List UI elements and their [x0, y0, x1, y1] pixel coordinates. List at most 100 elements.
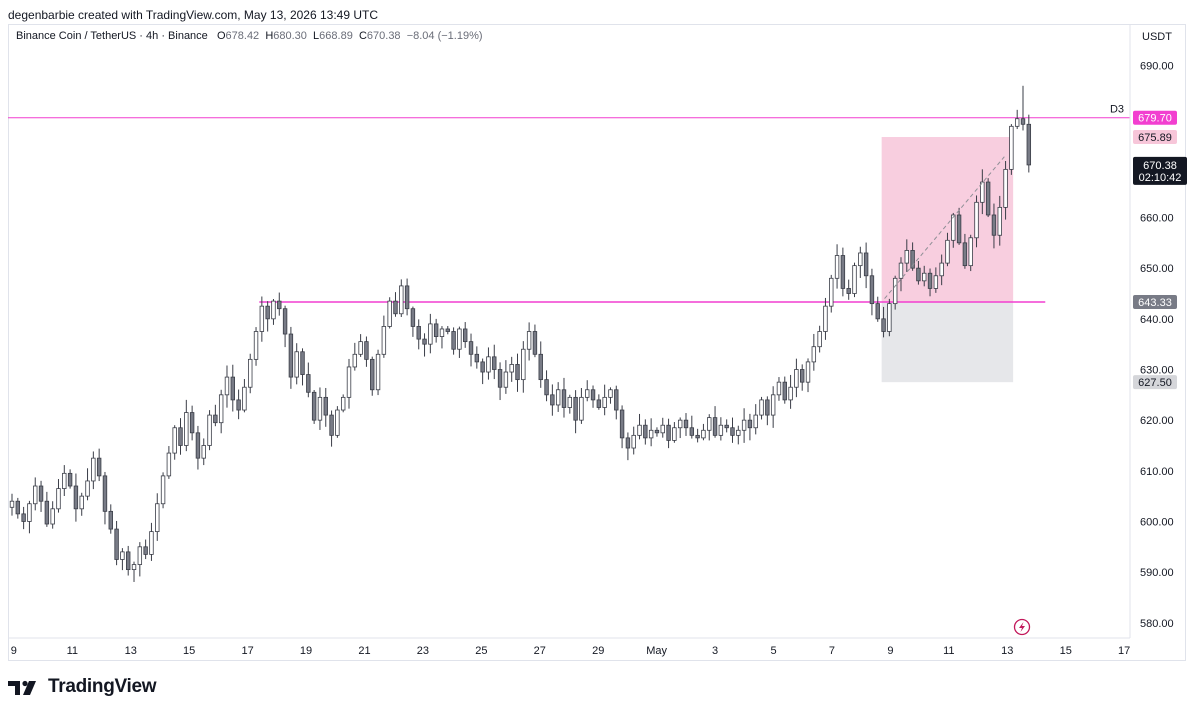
- candle-body: [875, 303, 880, 320]
- candle-body: [120, 551, 125, 560]
- low-label: L: [313, 30, 320, 42]
- candle-body: [387, 300, 392, 327]
- x-tick-label: 11: [943, 645, 954, 657]
- candle-body: [515, 364, 520, 381]
- candle-body: [468, 341, 474, 355]
- x-tick-label: 15: [1060, 645, 1072, 657]
- candle-body: [567, 396, 572, 408]
- candle-body: [433, 323, 439, 337]
- symbol-name: Binance Coin / TetherUS · 4h · Binance: [16, 30, 208, 42]
- candle-body: [759, 399, 764, 416]
- x-tick-label: 17: [1118, 645, 1130, 657]
- last-price-value: 670.38: [1143, 160, 1177, 172]
- candle-body: [486, 356, 491, 373]
- candle-body: [27, 503, 32, 522]
- position-zones: [881, 137, 1014, 383]
- last-price-tag-bg: [1133, 156, 1187, 185]
- candle-body: [829, 277, 834, 307]
- projection-line[interactable]: [884, 156, 1005, 299]
- candle-body: [1014, 118, 1020, 127]
- candle-body: [38, 485, 44, 502]
- x-tick-label: 17: [241, 645, 253, 657]
- candle-body: [50, 508, 55, 525]
- candle-body: [329, 414, 334, 436]
- candle-body: [271, 300, 276, 320]
- stop-price-tag: 627.50: [1138, 377, 1172, 389]
- x-tick-label: 29: [592, 645, 604, 657]
- x-tick-label: 27: [534, 645, 546, 657]
- candle-body: [765, 399, 770, 416]
- candle-body: [666, 424, 671, 441]
- x-tick-label: May: [646, 645, 667, 657]
- candle-body: [300, 351, 305, 375]
- candle-body: [166, 452, 172, 477]
- candle-body: [108, 510, 113, 530]
- change-value: −8.04 (−1.19%): [406, 30, 483, 42]
- candle-body: [637, 424, 642, 436]
- candle-body: [242, 386, 247, 411]
- candle-body: [422, 338, 427, 345]
- candle-body: [887, 303, 892, 332]
- x-tick-label: 5: [770, 645, 776, 657]
- candle-body: [311, 391, 317, 421]
- candle-body: [770, 394, 776, 416]
- candle-body: [968, 237, 973, 267]
- candle-body: [131, 564, 137, 571]
- candle-body: [248, 358, 253, 388]
- brand-name: TradingView: [48, 676, 157, 697]
- candle-body: [881, 318, 886, 332]
- candle-body: [1026, 123, 1032, 166]
- candle-body: [143, 546, 148, 555]
- y-tick-label: 600.00: [1140, 516, 1174, 528]
- x-tick-label: 7: [829, 645, 835, 657]
- candle-body: [602, 396, 607, 408]
- candle-body: [463, 328, 468, 343]
- entry-price-tag-bg: [1133, 294, 1177, 309]
- candle-body: [1020, 118, 1026, 125]
- candle-body: [852, 265, 857, 294]
- candle-body: [178, 427, 183, 446]
- candle-body: [805, 361, 811, 383]
- candle-body: [33, 485, 38, 505]
- low-value: 668.89: [319, 30, 353, 42]
- candle-body: [985, 181, 991, 216]
- lightning-icon[interactable]: [1013, 618, 1031, 636]
- candle-body: [945, 239, 950, 264]
- candle-body: [393, 300, 398, 315]
- candle-body: [544, 379, 549, 396]
- y-tick-label: 630.00: [1140, 364, 1174, 376]
- candle-body: [858, 252, 863, 267]
- candle-body: [126, 551, 131, 571]
- candle-body: [910, 250, 915, 269]
- candle-body: [701, 429, 706, 439]
- candle-body: [561, 389, 567, 408]
- candle-body: [863, 252, 869, 277]
- candle-body: [933, 275, 939, 289]
- candle-body: [712, 417, 718, 436]
- candle-body: [480, 361, 485, 373]
- candle-body: [631, 434, 636, 449]
- candle-body: [614, 389, 619, 411]
- open-label: O: [216, 30, 226, 42]
- candle-body: [956, 214, 962, 244]
- currency-unit-label[interactable]: USDT: [1142, 31, 1172, 43]
- candle-body: [718, 424, 724, 436]
- candle-body: [811, 346, 817, 363]
- candle-body: [73, 485, 79, 510]
- candle-body: [619, 409, 625, 439]
- candle-body: [869, 275, 875, 305]
- x-tick-label: 9: [11, 645, 17, 657]
- candle-body: [776, 381, 782, 396]
- candle-body: [306, 374, 311, 393]
- y-tick-label: 690.00: [1140, 61, 1174, 73]
- stop-zone[interactable]: [881, 301, 1014, 383]
- candle-body: [62, 472, 67, 489]
- candle-body: [439, 328, 445, 337]
- candle-body: [922, 272, 927, 282]
- candle-body: [213, 414, 218, 424]
- profit-zone[interactable]: [881, 137, 1014, 302]
- candle-body: [585, 389, 590, 398]
- candle-body: [96, 457, 102, 477]
- candle-body: [753, 414, 758, 429]
